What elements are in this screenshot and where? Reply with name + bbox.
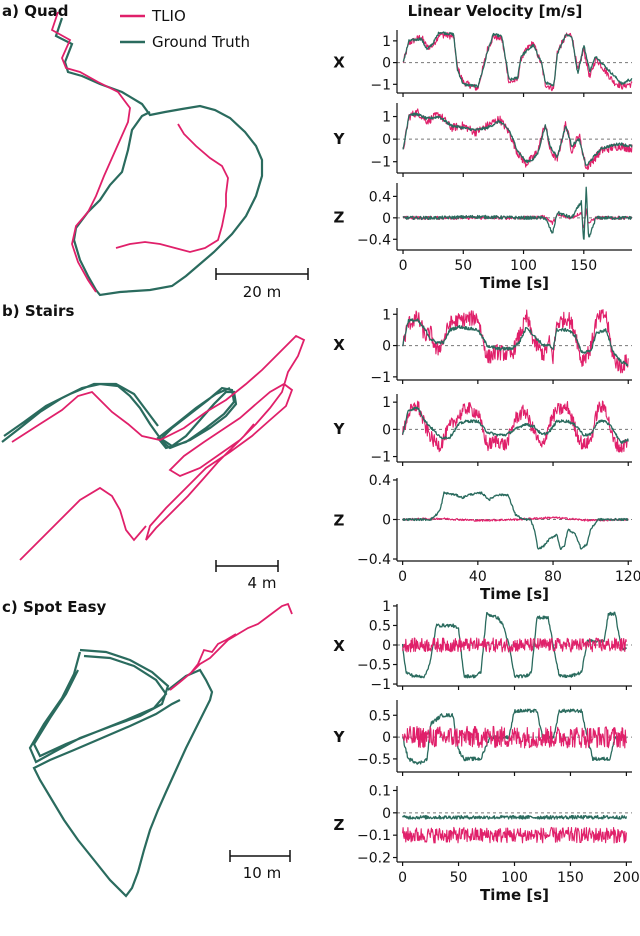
y-tick-label: 1 bbox=[382, 34, 391, 50]
series-gt-x bbox=[402, 31, 633, 88]
y-tick-label: 0.4 bbox=[369, 189, 391, 205]
velocity-axes-stairs-z: 0.4 0 −0.4 Z 0 40 80 120 Time [s] bbox=[334, 473, 640, 603]
x-tick-label: 0 bbox=[399, 258, 408, 274]
y-tick-label: 0 bbox=[382, 56, 391, 72]
scalebar-stairs-label: 4 m bbox=[248, 574, 277, 592]
velocity-axes-quad-x: 1 0 −1 X bbox=[333, 30, 633, 97]
x-tick-label: 150 bbox=[570, 258, 597, 274]
series-tlio-z bbox=[402, 826, 627, 844]
quad-gt-trajectory bbox=[54, 17, 264, 297]
axis-name-x: X bbox=[333, 637, 345, 655]
x-axis-label: Time [s] bbox=[480, 585, 549, 603]
y-tick-label: 0 bbox=[382, 638, 391, 654]
column-title: Linear Velocity [m/s] bbox=[408, 2, 583, 20]
stairs-tlio-trajectory bbox=[11, 334, 306, 561]
axis-name-z: Z bbox=[334, 816, 345, 834]
y-tick-label: 0.5 bbox=[369, 708, 391, 724]
series-gt-y bbox=[401, 406, 629, 445]
series-tlio-z bbox=[402, 516, 629, 522]
series-tlio-x bbox=[402, 637, 627, 653]
series-gt-z bbox=[402, 491, 629, 550]
x-tick-label: 120 bbox=[615, 569, 640, 585]
x-tick-label: 80 bbox=[544, 569, 562, 585]
y-tick-label: −1 bbox=[370, 77, 391, 93]
trajectory-spot: c) Spot Easy 10 m bbox=[2, 598, 293, 898]
y-tick-label: 1 bbox=[382, 395, 391, 411]
axis-name-y: Y bbox=[333, 130, 346, 148]
trajectory-stairs: b) Stairs 4 m bbox=[1, 302, 306, 592]
axis-name-x: X bbox=[333, 54, 345, 72]
velocity-axes-quad-z: 0.4 0 −0.4 Z 0 50 100 150 Time [s] bbox=[334, 183, 633, 292]
y-tick-label: 1 bbox=[382, 110, 391, 126]
series-gt-x bbox=[401, 318, 629, 367]
x-tick-label: 0 bbox=[398, 569, 407, 585]
y-tick-label: 1 bbox=[382, 307, 391, 323]
y-tick-label: −1 bbox=[370, 155, 391, 171]
x-tick-label: 100 bbox=[510, 258, 537, 274]
y-tick-label: −0.5 bbox=[357, 658, 391, 674]
panel-label-spot: c) Spot Easy bbox=[2, 598, 107, 616]
series-tlio-x bbox=[402, 309, 629, 374]
y-tick-label: 0 bbox=[382, 730, 391, 746]
y-tick-label: −0.1 bbox=[357, 828, 391, 844]
axis-name-x: X bbox=[333, 336, 345, 354]
stairs-gt-trajectory bbox=[1, 382, 238, 450]
y-tick-label: −1 bbox=[370, 370, 391, 386]
velocity-axes-spot-x: 1 0.5 0 −0.5 −1 X bbox=[333, 599, 632, 693]
x-tick-label: 50 bbox=[450, 870, 468, 886]
y-tick-label: 1 bbox=[382, 599, 391, 615]
series-tlio-x bbox=[402, 31, 633, 92]
axis-name-z: Z bbox=[334, 209, 345, 227]
y-tick-label: −0.2 bbox=[357, 851, 391, 867]
axis-name-y: Y bbox=[333, 728, 346, 746]
series-tlio-y bbox=[402, 400, 629, 453]
x-tick-label: 200 bbox=[613, 870, 640, 886]
y-tick-label: −0.4 bbox=[357, 232, 391, 248]
y-tick-label: 0 bbox=[382, 339, 391, 355]
y-tick-label: −1 bbox=[370, 677, 391, 693]
series-gt-z bbox=[402, 814, 628, 820]
spot-gt-trajectory bbox=[28, 648, 214, 898]
y-tick-label: −1 bbox=[370, 450, 391, 466]
axis-name-y: Y bbox=[333, 420, 346, 438]
x-tick-label: 0 bbox=[398, 870, 407, 886]
series-gt-z bbox=[402, 186, 633, 240]
y-tick-label: −0.5 bbox=[357, 752, 391, 768]
y-tick-label: 0.4 bbox=[369, 473, 391, 489]
panel-label-stairs: b) Stairs bbox=[2, 302, 74, 320]
trajectory-quad: a) Quad TLIO Ground Truth 20 m bbox=[2, 2, 309, 301]
spot-tlio-trajectory bbox=[169, 602, 293, 691]
velocity-axes-spot-y: 0.5 0 −0.5 Y bbox=[333, 700, 632, 776]
series-gt-y bbox=[402, 112, 633, 166]
velocity-axes-stairs-x: 1 0 −1 X bbox=[333, 307, 632, 386]
y-tick-label: 0.1 bbox=[369, 783, 391, 799]
axis-name-z: Z bbox=[334, 512, 345, 530]
x-tick-label: 100 bbox=[501, 870, 528, 886]
legend-tlio-label: TLIO bbox=[151, 7, 186, 25]
y-tick-label: 0.5 bbox=[369, 618, 391, 634]
y-tick-label: −0.4 bbox=[357, 552, 391, 568]
velocity-axes-quad-y: 1 0 −1 Y bbox=[333, 103, 633, 177]
series-tlio-y bbox=[402, 725, 627, 749]
series-tlio-y bbox=[402, 108, 633, 171]
x-tick-label: 150 bbox=[557, 870, 584, 886]
y-tick-label: 0 bbox=[382, 132, 391, 148]
panel-label-quad: a) Quad bbox=[2, 2, 69, 20]
x-axis-label: Time [s] bbox=[480, 274, 549, 292]
scalebar-spot-label: 10 m bbox=[243, 864, 281, 882]
x-axis-label: Time [s] bbox=[480, 886, 549, 904]
y-tick-label: 0 bbox=[382, 422, 391, 438]
velocity-axes-spot-z: 0.1 0 −0.1 −0.2 Z 0 50 100 150 200 Time [s] bbox=[334, 783, 640, 904]
y-tick-label: 0 bbox=[382, 513, 391, 529]
legend: TLIO Ground Truth bbox=[120, 7, 250, 51]
y-tick-label: 0 bbox=[382, 211, 391, 227]
x-tick-label: 40 bbox=[469, 569, 487, 585]
x-tick-label: 50 bbox=[454, 258, 472, 274]
y-tick-label: 0 bbox=[382, 806, 391, 822]
scalebar-quad-label: 20 m bbox=[243, 283, 281, 301]
legend-gt-label: Ground Truth bbox=[152, 33, 250, 51]
quad-tlio-trajectory bbox=[50, 11, 229, 293]
velocity-axes-stairs-y: 1 0 −1 Y bbox=[333, 394, 632, 466]
